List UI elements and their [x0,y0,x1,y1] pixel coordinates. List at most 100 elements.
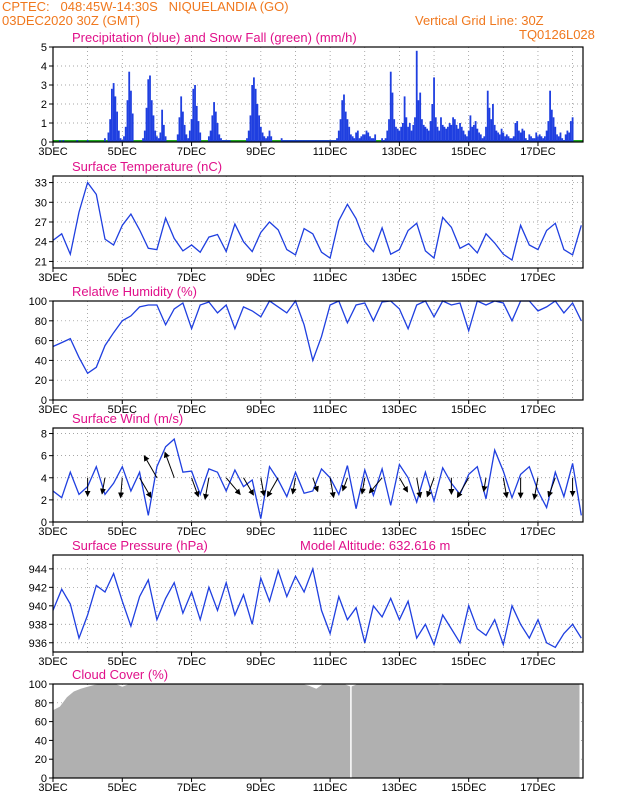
precip-bar [472,124,475,142]
precip-bar [130,90,132,142]
precip-bar [62,140,65,142]
precip-bar [330,140,333,142]
chart-title: Surface Temperature (nC) [72,159,222,174]
precip-bar [519,132,522,142]
x-tick-label: 5DEC [108,272,137,284]
precip-bar [306,140,309,142]
x-tick-label: 7DEC [177,656,206,668]
precip-bar [471,126,474,142]
wind-arrow [243,477,254,496]
precip-bar [128,71,131,142]
precip-bar [462,130,465,142]
y-tick-label: 936 [29,638,47,650]
precip-bar [313,140,316,142]
precip-bar [530,136,532,142]
precip-bar [540,136,543,142]
precip-bar [498,134,501,142]
precip-bar [86,140,89,142]
y-tick-label: 40 [35,355,47,367]
precip-bar [369,136,371,142]
y-tick-label: 8 [41,429,47,441]
precip-bar [422,124,425,142]
precip-bar [488,107,491,142]
x-tick-label: 11DEC [313,404,348,416]
precip-bar [251,85,254,142]
precip-bar [561,138,564,142]
y-tick-label: 4 [41,473,47,485]
x-tick-label: 15DEC [451,272,487,284]
y-tick-label: 30 [35,197,47,209]
precip-bar [441,124,444,142]
header-model-id: TQ0126L028 [519,27,595,42]
precip-bar [509,138,512,142]
header-grid-note: Vertical Grid Line: 30Z [415,13,544,28]
precip-bar [329,140,332,142]
precip-bar [460,126,463,142]
chart-title: Relative Humidity (%) [72,284,197,299]
precip-bar [523,130,526,142]
x-tick-label: 15DEC [451,146,487,158]
precip-bar [287,140,290,142]
x-tick-label: 17DEC [520,656,556,668]
x-tick-label: 11DEC [313,272,348,284]
precip-bar [355,132,358,142]
precip-bar [514,123,517,142]
precip-bar [216,123,219,142]
x-tick-label: 13DEC [382,146,418,158]
precip-bar [557,136,560,142]
chart-title: Cloud Cover (%) [72,667,168,682]
x-tick-label: 9DEC [246,782,275,794]
plot-frame [52,683,584,779]
precip-bar [450,124,453,142]
y-tick-label: 80 [35,698,47,710]
x-tick-label: 9DEC [246,526,275,538]
precip-bar [478,132,480,142]
precip-bar [360,136,363,142]
x-tick-label: 17DEC [520,146,556,158]
precip-bar [400,126,403,142]
precip-bar [538,134,541,142]
precip-bar [327,140,330,142]
precip-bar [395,126,397,142]
precip-bar [220,138,222,142]
y-tick-label: 0 [41,137,47,149]
x-tick-label: 9DEC [246,404,275,416]
wind-arrow [143,455,158,479]
wind-arrow [191,477,200,498]
precip-bar [403,96,406,142]
precip-bar [547,121,550,142]
precip-bar [124,126,127,142]
precip-bar [356,130,359,142]
chart-title: Surface Wind (m/s) [72,411,183,426]
precip-bar [190,119,193,142]
precip-bar [362,134,364,142]
precip-bar [381,138,383,142]
precip-bar [408,123,411,142]
header-datetime: 03DEC2020 30Z (GMT) [2,13,140,28]
precip-bar [110,88,113,142]
precip-bar [407,126,409,142]
precip-bar [310,140,312,142]
precip-bar [433,77,435,142]
y-tick-label: 3 [41,80,47,92]
precip-bar [292,140,295,142]
series-line [52,566,582,649]
precip-bar [363,134,366,142]
y-tick-label: 2 [41,99,47,111]
y-tick-label: 60 [35,717,47,729]
wind-arrow [502,477,509,499]
wind-arrow [266,477,279,498]
wind-arrow [118,477,125,499]
precip-bar [149,75,151,142]
precip-bar [448,123,451,142]
precip-bar [393,119,396,142]
precip-bar [280,138,283,142]
wind-arrow [398,477,408,493]
precip-bar [183,124,186,142]
precip-bar [566,130,569,142]
x-tick-label: 9DEC [246,272,275,284]
precip-bar [143,130,146,142]
precip-bar [467,130,470,142]
precip-bar [492,104,494,142]
precip-bar [569,121,572,142]
